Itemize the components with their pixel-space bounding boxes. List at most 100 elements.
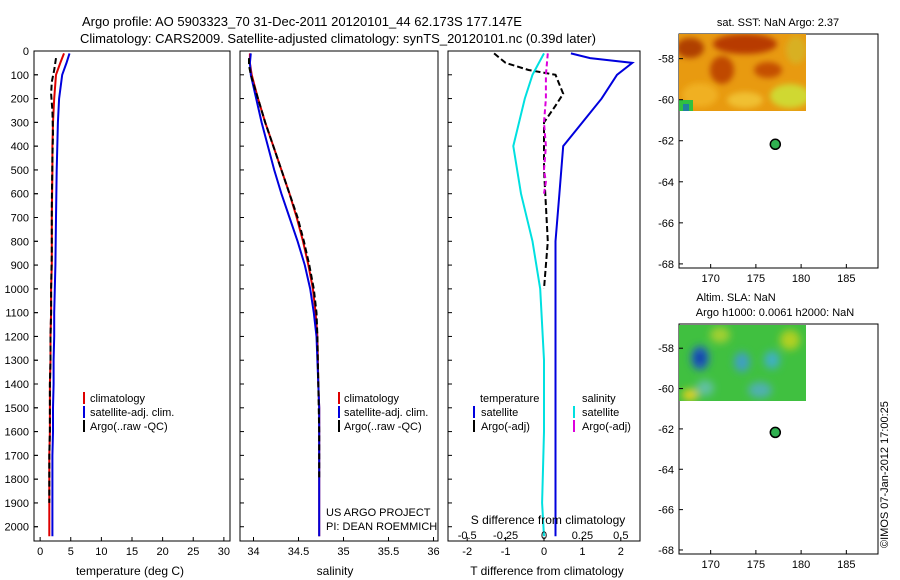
depth-tick-label: 200 [11, 94, 29, 106]
legend-swatch-satellite [83, 406, 85, 418]
series-line-climatology [248, 53, 321, 537]
legend-label-climatology: climatology [344, 393, 400, 405]
legend-swatch-s-satellite [573, 406, 575, 418]
temperature-legend: climatology satellite-adj. clim. Argo(..… [83, 392, 174, 433]
temperature-chart: 0 5 10 15 20 25 30 [34, 50, 230, 558]
map-y-tick-label: -64 [658, 177, 674, 189]
series-line-argo-raw-qc [248, 58, 321, 480]
s-diff-tick-label: 0.25 [572, 530, 593, 542]
depth-tick-label: 600 [11, 189, 29, 201]
x-tick-label: 15 [126, 546, 138, 558]
x-tick-label: 10 [95, 546, 107, 558]
sst-patch [679, 38, 704, 58]
s-diff-tick-label: 0 [541, 530, 547, 542]
depth-axis: 0 100 200 300 400 500 600 700 800 900 1000 1100 1200… [5, 46, 38, 534]
map-y-tick-label: -64 [658, 464, 674, 476]
map-y-tick-label: -58 [658, 54, 674, 66]
sla-patch [696, 380, 714, 396]
map-x-tick-label: 175 [747, 559, 765, 571]
series-line-s-argo-adj [542, 53, 549, 194]
map-x-tick-label: 185 [837, 559, 855, 571]
sst-patch [754, 62, 782, 78]
series-line-t-satellite [554, 52, 635, 537]
x-tick-label: 25 [187, 546, 199, 558]
sst-patch [727, 92, 763, 108]
depth-tick-label: 1700 [5, 450, 29, 462]
project-name: US ARGO PROJECT [326, 507, 431, 519]
map-x-tick-label: 170 [701, 273, 719, 285]
map-x-tick-label: 180 [792, 559, 810, 571]
sst-patch [710, 56, 734, 84]
sla-map-title-line1: Altim. SLA: NaN [696, 292, 776, 304]
series-line-argo-raw-qc [48, 57, 57, 503]
legend-swatch-climatology [83, 392, 85, 404]
difference-chart: -2 -1 0 1 2 -0.5 -0.25 0 0.25 0.5 [448, 50, 635, 558]
legend-label-satellite: satellite-adj. clim. [344, 407, 428, 419]
depth-tick-label: 900 [11, 260, 29, 272]
legend-label-t-argo: Argo(-adj) [481, 421, 530, 433]
sst-patch [770, 84, 806, 108]
x-tick-label: 35.5 [378, 546, 399, 558]
map-y-tick-label: -66 [658, 218, 674, 230]
sla-patch [710, 327, 730, 343]
x-tick-label: 36 [427, 546, 439, 558]
legend-swatch-argo [83, 420, 85, 432]
x-tick-label: 5 [68, 546, 74, 558]
legend-header-salinity: salinity [582, 393, 616, 405]
legend-label-climatology: climatology [90, 393, 146, 405]
map-y-tick-label: -68 [658, 259, 674, 271]
sst-patch [683, 104, 689, 111]
legend-label-argo: Argo(..raw -QC) [90, 421, 168, 433]
s-diff-tick-label: 0.5 [613, 530, 628, 542]
legend-swatch-t-argo [473, 420, 475, 432]
sla-patch [696, 352, 704, 364]
sla-patch [734, 352, 750, 372]
sst-axes: 170 175 180 185 -58 -60 -62 -64 -66 -68 [658, 54, 855, 285]
depth-tick-label: 0 [23, 46, 29, 58]
depth-tick-label: 700 [11, 213, 29, 225]
salinity-chart: 34 34.5 35 35.5 36 [240, 50, 440, 558]
sla-map-title-line2: Argo h1000: 0.0061 h2000: NaN [696, 307, 854, 319]
argo-float-location-marker [769, 426, 782, 439]
s-diff-tick-label: -0.25 [493, 530, 518, 542]
depth-tick-label: 1500 [5, 403, 29, 415]
sst-map-title: sat. SST: NaN Argo: 2.37 [717, 17, 839, 29]
temperature-panel-frame [33, 50, 231, 542]
depth-tick-label: 100 [11, 70, 29, 82]
argo-float-location-marker [769, 138, 782, 151]
difference-xlabel: T difference from climatology [470, 564, 624, 578]
legend-swatch-climatology [338, 392, 340, 404]
depth-tick-label: 1000 [5, 284, 29, 296]
legend-label-argo: Argo(..raw -QC) [344, 421, 422, 433]
sla-image [679, 325, 806, 401]
project-pi: PI: DEAN ROEMMICH [326, 521, 437, 533]
s-diff-tick-label: -0.5 [458, 530, 477, 542]
legend-label-s-satellite: satellite [582, 407, 619, 419]
sst-image [679, 34, 806, 111]
x-tick-label: 34.5 [288, 546, 309, 558]
depth-tick-label: 500 [11, 165, 29, 177]
depth-tick-label: 1200 [5, 331, 29, 343]
x-tick-label: 0 [37, 546, 43, 558]
series-line-s-satellite [512, 52, 545, 537]
figure-title-line2: Climatology: CARS2009. Satellite-adjuste… [80, 31, 596, 46]
temperature-xlabel: temperature (deg C) [76, 564, 184, 578]
legend-swatch-t-satellite [473, 406, 475, 418]
depth-tick-label: 1800 [5, 474, 29, 486]
salinity-xlabel: salinity [317, 564, 354, 578]
depth-tick-label: 1300 [5, 355, 29, 367]
x-tick-label: -2 [462, 546, 472, 558]
sla-patch [748, 382, 772, 398]
s-difference-label: S difference from climatology [471, 513, 626, 527]
map-x-tick-label: 180 [792, 273, 810, 285]
x-tick-label: 34 [247, 546, 259, 558]
series-line-satellite-adj-clim [51, 53, 71, 537]
legend-label-satellite: satellite-adj. clim. [90, 407, 174, 419]
map-y-tick-label: -60 [658, 384, 674, 396]
legend-header-temperature: temperature [480, 393, 539, 405]
x-tick-label: 30 [218, 546, 230, 558]
series-line-satellite-adj-clim [248, 53, 321, 537]
x-tick-label: 2 [618, 546, 624, 558]
sla-map-frame [678, 323, 879, 555]
